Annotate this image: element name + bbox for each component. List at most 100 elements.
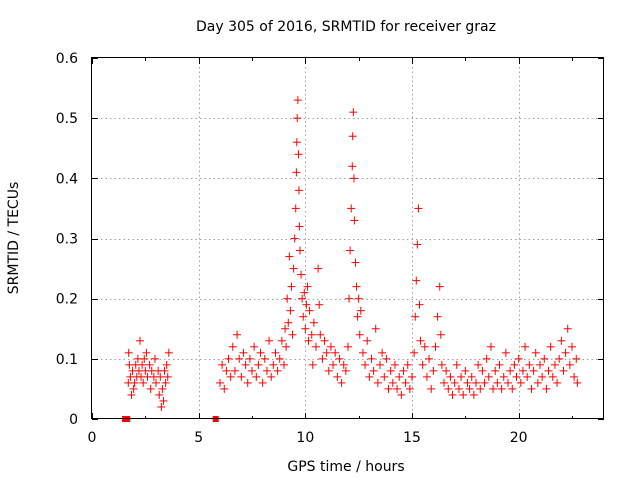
data-point: [337, 378, 346, 387]
data-point: [561, 348, 570, 357]
y-tick-label: 0.5: [56, 111, 78, 127]
data-point: [241, 360, 250, 369]
data-point: [335, 354, 344, 363]
y-tick-label: 0.2: [56, 292, 78, 308]
data-point: [418, 360, 427, 369]
data-point: [250, 342, 259, 351]
data-point: [307, 330, 316, 339]
data-point: [127, 390, 136, 399]
data-point: [429, 366, 438, 375]
data-point: [265, 336, 274, 345]
data-point: [158, 384, 167, 393]
data-point: [163, 372, 172, 381]
data-point: [504, 378, 512, 387]
data-point: [248, 366, 256, 375]
data-point: [318, 354, 327, 363]
data-point: [129, 384, 138, 393]
data-point: [463, 378, 472, 387]
data-point: [444, 384, 453, 393]
data-point: [228, 342, 237, 351]
data-point: [427, 384, 436, 393]
x-tick-label: 20: [510, 430, 528, 446]
data-point: [322, 348, 331, 357]
data-point: [267, 372, 276, 381]
data-point: [573, 378, 582, 387]
y-tick-label: 0: [69, 412, 78, 428]
data-point: [358, 348, 367, 357]
data-point: [476, 384, 485, 393]
y-tick-label: 0.6: [56, 51, 78, 67]
data-point: [371, 324, 380, 333]
data-point: [256, 348, 265, 357]
data-point: [320, 336, 329, 345]
data-point: [230, 366, 239, 375]
data-point: [216, 378, 224, 387]
data-point: [425, 354, 434, 363]
data-point: [395, 372, 404, 381]
data-point: [262, 366, 271, 375]
data-point: [290, 234, 299, 243]
data-point: [288, 330, 297, 339]
data-point: [164, 348, 173, 357]
data-point: [514, 354, 523, 363]
data-point: [435, 282, 444, 291]
data-point: [413, 240, 422, 249]
data-point: [510, 360, 519, 369]
data-point: [414, 204, 423, 213]
grid: [92, 58, 604, 419]
data-point: [482, 354, 491, 363]
data-point: [540, 354, 549, 363]
data-point: [309, 318, 318, 327]
data-point: [303, 282, 312, 291]
data-point: [442, 366, 451, 375]
data-point: [431, 342, 440, 351]
data-point: [472, 378, 480, 387]
data-point: [403, 360, 412, 369]
data-point: [156, 372, 165, 381]
y-tick-label: 0.4: [56, 171, 78, 187]
data-point: [289, 264, 298, 273]
data-point: [315, 300, 324, 309]
data-point: [491, 366, 500, 375]
data-point: [145, 360, 154, 369]
data-point: [269, 360, 278, 369]
data-point: [480, 378, 489, 387]
data-point: [222, 366, 231, 375]
data-point: [378, 348, 387, 357]
data-point: [324, 366, 333, 375]
data-point: [499, 372, 508, 381]
data-point: [301, 324, 310, 333]
data-point: [159, 396, 168, 405]
data-point: [474, 360, 483, 369]
data-point: [277, 336, 286, 345]
plot-frame: [91, 57, 604, 419]
data-point: [572, 354, 581, 363]
data-point: [367, 354, 376, 363]
data-point: [546, 342, 555, 351]
data-point: [254, 360, 263, 369]
data-point: [138, 360, 147, 369]
data-point: [326, 342, 335, 351]
data-point: [527, 384, 536, 393]
data-point: [352, 282, 361, 291]
data-point: [304, 336, 313, 345]
data-point: [308, 360, 317, 369]
data-point: [345, 294, 354, 303]
data-point: [405, 384, 414, 393]
data-point: [339, 360, 348, 369]
data-point: [386, 366, 395, 375]
data-point: [401, 378, 410, 387]
data-point: [452, 360, 461, 369]
data-point: [353, 312, 362, 321]
data-point: [294, 186, 303, 195]
data-point: [220, 384, 229, 393]
data-point: [457, 372, 466, 381]
data-point: [461, 366, 470, 375]
data-point: [146, 384, 155, 393]
data-point: [347, 204, 356, 213]
data-point: [273, 366, 282, 375]
y-tick-label: 0.3: [56, 232, 78, 248]
data-point: [446, 372, 455, 381]
data-point: [408, 372, 416, 381]
data-point: [281, 324, 290, 333]
